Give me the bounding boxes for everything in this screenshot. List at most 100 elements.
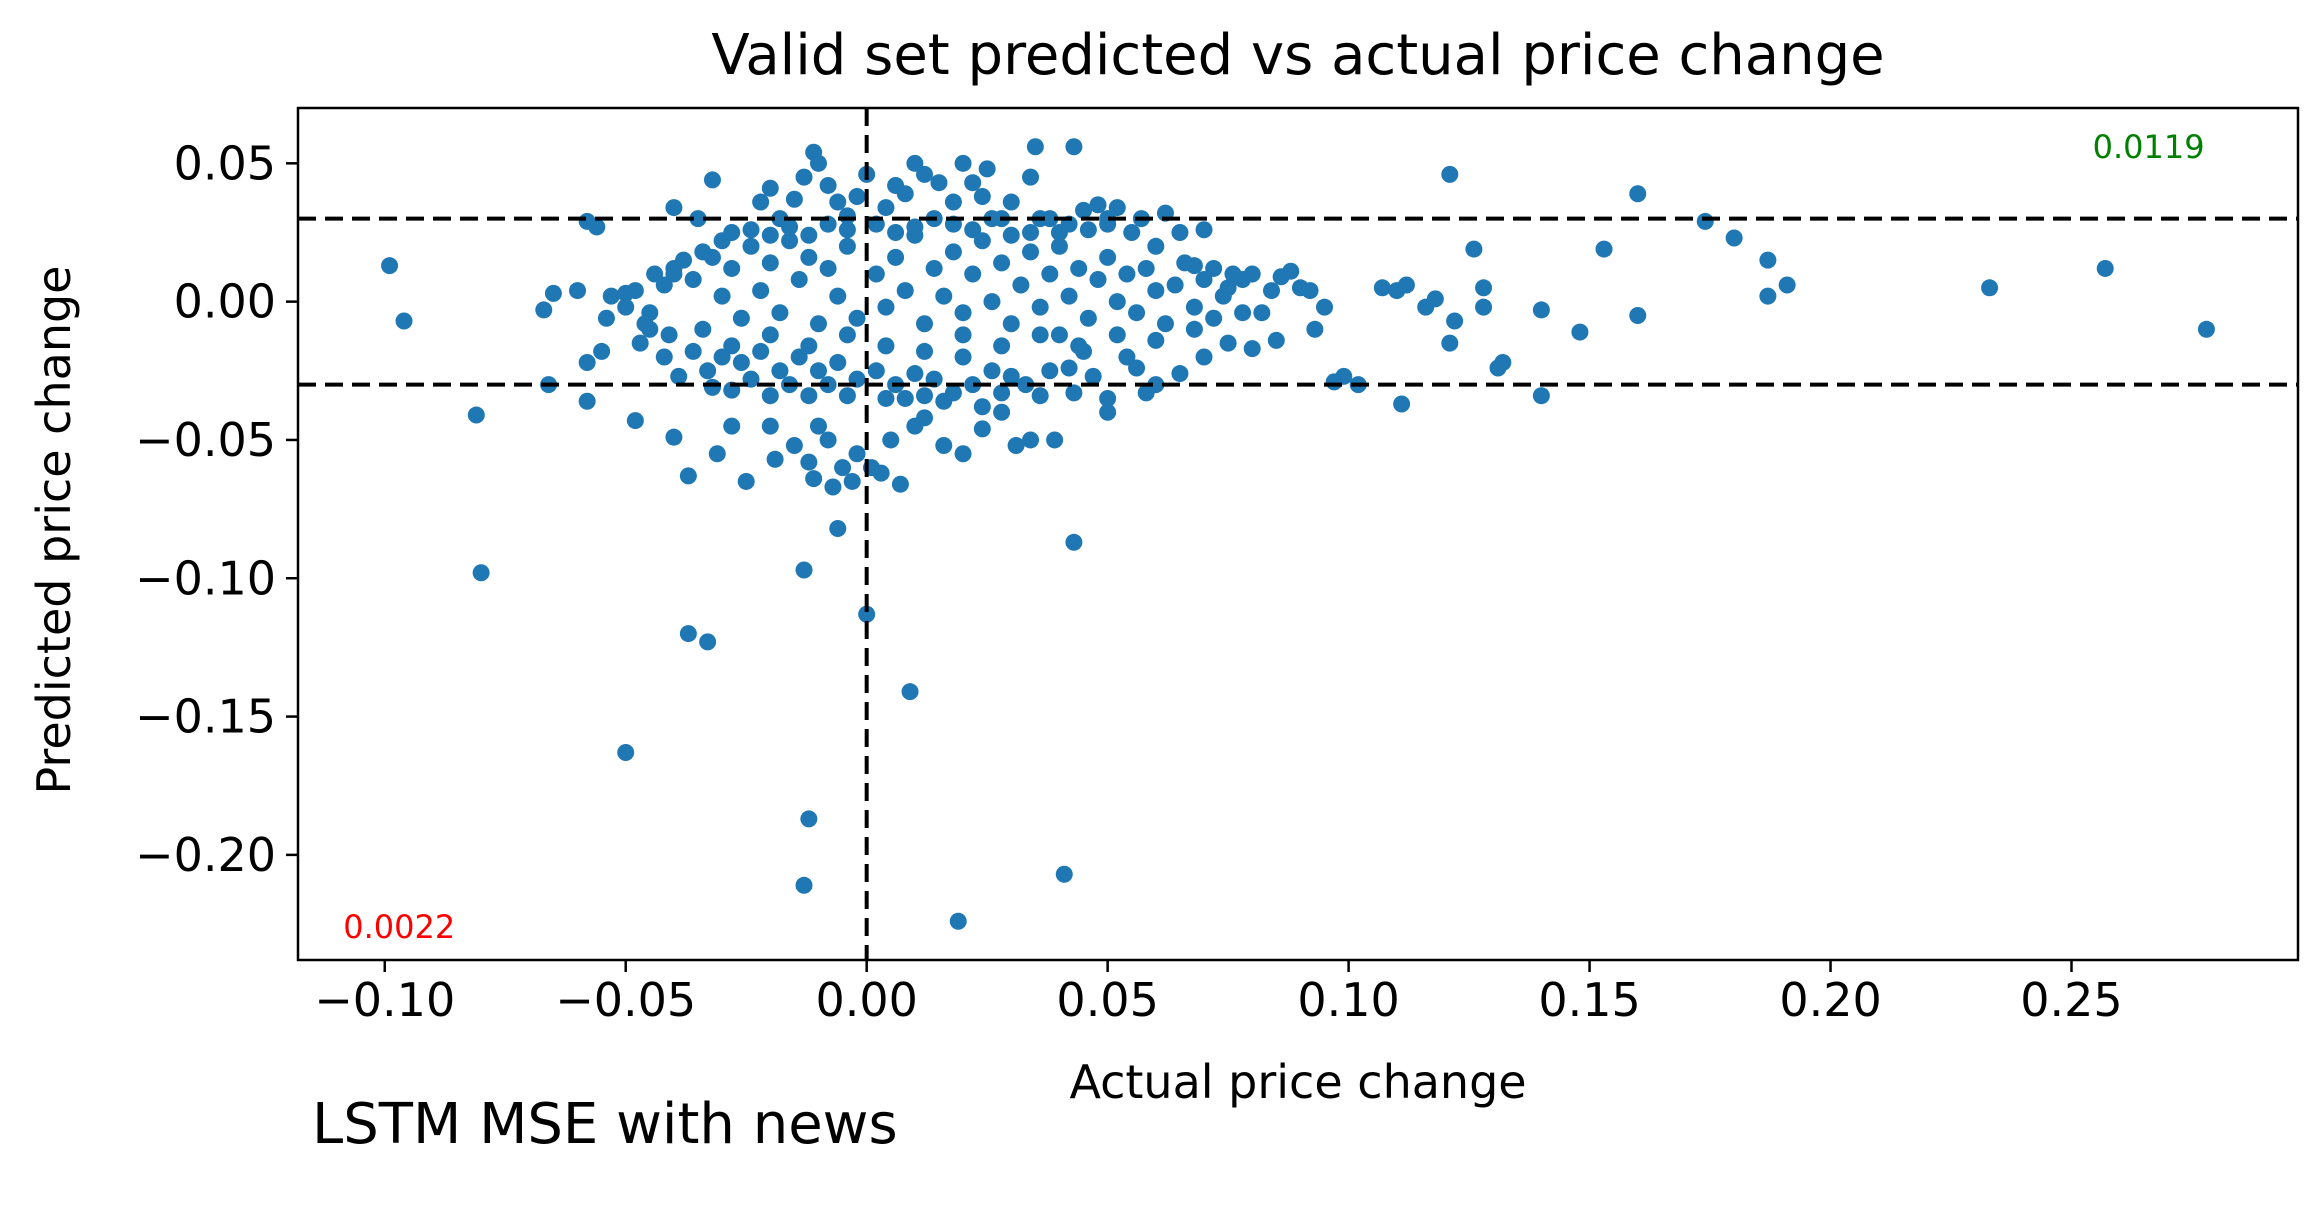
data-point: [800, 810, 818, 828]
data-point: [819, 176, 837, 194]
data-point: [882, 431, 900, 449]
data-point: [973, 232, 991, 250]
y-tick-label: −0.20: [135, 828, 276, 882]
data-point: [1022, 431, 1040, 449]
data-point: [544, 284, 562, 302]
y-tick-label: −0.05: [135, 413, 276, 467]
data-point: [1099, 389, 1117, 407]
data-point: [1571, 323, 1589, 341]
data-point: [1099, 210, 1117, 228]
data-point: [1002, 367, 1020, 385]
y-tick-label: −0.10: [135, 551, 276, 605]
data-point: [1147, 282, 1165, 300]
data-point: [891, 475, 909, 493]
data-point: [916, 342, 934, 360]
data-point: [703, 171, 721, 189]
data-point: [1031, 387, 1049, 405]
y-tick-label: 0.00: [174, 275, 276, 329]
data-point: [381, 257, 399, 275]
data-point: [569, 282, 587, 300]
data-point: [896, 185, 914, 203]
data-point: [1171, 365, 1189, 383]
data-point: [829, 287, 847, 305]
data-point: [944, 243, 962, 261]
data-point: [838, 237, 856, 255]
value-annotation: 0.0022: [343, 908, 455, 946]
data-point: [1065, 138, 1083, 156]
data-point: [843, 472, 861, 490]
data-point: [732, 309, 750, 327]
data-point: [1099, 248, 1117, 266]
data-point: [954, 445, 972, 463]
data-point: [930, 174, 948, 192]
data-point: [1002, 226, 1020, 244]
data-point: [1156, 315, 1174, 333]
data-point: [1128, 304, 1146, 322]
data-point: [1759, 287, 1777, 305]
data-point: [761, 226, 779, 244]
x-tick-label: −0.05: [555, 973, 696, 1027]
data-point: [1185, 320, 1203, 338]
data-point: [1532, 301, 1550, 319]
data-point: [834, 459, 852, 477]
x-tick-label: 0.10: [1297, 973, 1399, 1027]
x-tick-label: −0.10: [314, 973, 455, 1027]
data-point: [1166, 276, 1184, 294]
data-point: [1108, 293, 1126, 311]
data-point: [1060, 359, 1078, 377]
data-point: [752, 282, 770, 300]
data-point: [1041, 265, 1059, 283]
data-point: [1373, 279, 1391, 297]
data-point: [848, 188, 866, 206]
x-axis-label: Actual price change: [1069, 1055, 1526, 1109]
y-tick-label: −0.15: [135, 690, 276, 744]
data-point: [824, 478, 842, 496]
data-point: [626, 412, 644, 430]
data-point: [1065, 533, 1083, 551]
data-point: [809, 417, 827, 435]
data-point: [906, 154, 924, 172]
data-point: [752, 193, 770, 211]
data-point: [1205, 309, 1223, 327]
data-point: [689, 210, 707, 228]
data-point: [925, 259, 943, 277]
data-point: [877, 199, 895, 217]
data-point: [1205, 259, 1223, 277]
data-point: [848, 445, 866, 463]
data-point: [1046, 431, 1064, 449]
data-point: [588, 218, 606, 236]
data-point: [800, 226, 818, 244]
data-point: [1022, 223, 1040, 241]
data-point: [1060, 287, 1078, 305]
data-point: [983, 362, 1001, 380]
data-point: [1301, 282, 1319, 300]
data-point: [665, 428, 683, 446]
data-point: [1031, 326, 1049, 344]
data-point: [858, 605, 876, 623]
data-point: [1465, 240, 1483, 258]
data-point: [973, 398, 991, 416]
data-point: [732, 353, 750, 371]
data-point: [1475, 298, 1493, 316]
x-tick-label: 0.00: [815, 973, 917, 1027]
data-point: [1137, 384, 1155, 402]
data-point: [809, 154, 827, 172]
data-point: [1041, 362, 1059, 380]
data-point: [916, 315, 934, 333]
data-point: [578, 392, 596, 410]
data-point: [809, 315, 827, 333]
data-point: [1981, 279, 1999, 297]
data-point: [1065, 384, 1083, 402]
data-point: [1224, 265, 1242, 283]
data-point: [877, 337, 895, 355]
data-point: [1475, 279, 1493, 297]
data-point: [973, 188, 991, 206]
data-point: [949, 912, 967, 930]
data-point: [1532, 387, 1550, 405]
data-point: [800, 337, 818, 355]
data-point: [665, 199, 683, 217]
x-tick-label: 0.15: [1538, 973, 1640, 1027]
data-point: [916, 165, 934, 183]
data-point: [1079, 309, 1097, 327]
